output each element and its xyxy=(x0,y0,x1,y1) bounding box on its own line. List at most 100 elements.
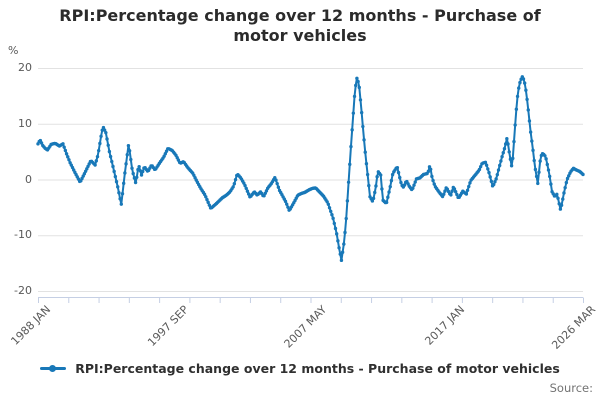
data-point-marker xyxy=(488,175,492,179)
data-point-marker xyxy=(331,216,335,221)
data-point-marker xyxy=(332,221,336,226)
data-point-marker xyxy=(384,200,389,205)
data-point-marker xyxy=(478,164,483,169)
data-point-marker xyxy=(564,180,569,185)
data-point-marker xyxy=(326,202,331,207)
data-point-marker xyxy=(93,163,97,167)
data-point-marker xyxy=(114,180,119,184)
data-point-marker xyxy=(486,167,490,171)
y-axis-tick-label: -10 xyxy=(14,228,32,242)
data-point-marker xyxy=(453,190,458,194)
data-point-marker xyxy=(531,148,535,153)
data-point-marker xyxy=(556,196,560,201)
data-point-marker xyxy=(527,119,532,123)
data-point-marker xyxy=(506,142,510,146)
data-point-marker xyxy=(467,184,471,189)
data-point-marker xyxy=(344,216,348,221)
data-point-marker xyxy=(492,182,496,187)
data-point-marker xyxy=(107,149,112,154)
data-point-marker xyxy=(522,81,527,85)
data-point-marker xyxy=(243,183,247,188)
data-point-marker xyxy=(231,185,235,189)
data-point-marker xyxy=(135,175,139,179)
data-point-marker xyxy=(125,153,129,157)
data-point-marker xyxy=(137,164,141,169)
data-point-marker xyxy=(276,185,281,189)
source-label: Source: xyxy=(549,381,593,395)
data-point-marker xyxy=(245,189,250,193)
data-point-marker xyxy=(119,202,124,206)
data-point-marker xyxy=(357,85,361,90)
data-point-marker xyxy=(493,180,497,184)
data-point-marker xyxy=(505,137,509,141)
data-point-marker xyxy=(517,86,521,90)
data-point-marker xyxy=(121,181,126,186)
data-point-marker xyxy=(327,206,332,210)
data-point-marker xyxy=(536,181,540,186)
data-point-marker xyxy=(333,226,338,231)
data-point-marker xyxy=(130,166,134,170)
data-point-marker xyxy=(67,158,71,162)
data-point-marker xyxy=(426,169,431,174)
data-point-marker xyxy=(141,169,145,174)
data-point-marker xyxy=(204,195,208,199)
data-point-marker xyxy=(537,170,541,174)
legend-line-marker-icon xyxy=(40,364,67,373)
data-point-marker xyxy=(373,190,377,195)
data-point-marker xyxy=(283,199,288,204)
data-point-marker xyxy=(468,181,472,185)
data-point-marker xyxy=(343,230,347,235)
data-point-marker xyxy=(365,172,370,177)
data-point-marker xyxy=(487,170,491,175)
data-point-marker xyxy=(64,152,69,156)
data-point-marker xyxy=(464,192,469,196)
data-point-marker xyxy=(532,158,536,163)
data-point-marker xyxy=(442,192,446,196)
data-point-marker xyxy=(233,177,238,182)
data-point-marker xyxy=(388,184,392,189)
data-point-marker xyxy=(483,160,488,164)
data-point-marker xyxy=(350,128,354,132)
data-point-marker xyxy=(515,94,520,99)
data-point-marker xyxy=(123,171,127,175)
data-point-marker xyxy=(100,128,104,132)
data-point-marker xyxy=(355,76,359,81)
data-point-marker xyxy=(349,144,353,149)
data-point-marker xyxy=(139,173,144,177)
data-point-marker xyxy=(379,173,383,177)
data-point-marker xyxy=(500,154,504,159)
data-point-marker xyxy=(399,180,403,185)
data-point-marker xyxy=(484,163,489,167)
data-point-marker xyxy=(443,189,447,193)
data-point-marker xyxy=(455,192,459,197)
y-axis-tick-label: -20 xyxy=(14,284,32,297)
data-point-marker xyxy=(496,168,501,172)
data-point-marker xyxy=(544,157,548,161)
data-point-marker xyxy=(61,142,65,146)
data-point-marker xyxy=(555,192,559,196)
data-point-marker xyxy=(363,150,367,154)
data-point-marker xyxy=(352,94,357,99)
data-point-marker xyxy=(489,179,494,184)
data-point-marker xyxy=(117,191,121,195)
data-point-marker xyxy=(351,111,356,115)
data-point-marker xyxy=(503,142,508,146)
data-point-marker xyxy=(413,180,417,184)
data-point-marker xyxy=(524,88,528,92)
data-point-marker xyxy=(356,79,360,84)
data-point-marker xyxy=(380,187,384,191)
data-point-marker xyxy=(374,184,378,188)
data-point-marker xyxy=(206,200,210,205)
data-point-marker xyxy=(431,178,435,183)
data-point-marker xyxy=(96,148,101,153)
data-point-marker xyxy=(113,174,118,179)
data-point-marker xyxy=(274,178,278,182)
data-point-marker xyxy=(337,246,341,250)
data-point-marker xyxy=(509,164,514,168)
data-point-marker xyxy=(362,138,366,142)
data-point-marker xyxy=(133,180,138,185)
data-point-marker xyxy=(412,183,416,187)
y-axis-tick-label: 10 xyxy=(18,116,32,130)
